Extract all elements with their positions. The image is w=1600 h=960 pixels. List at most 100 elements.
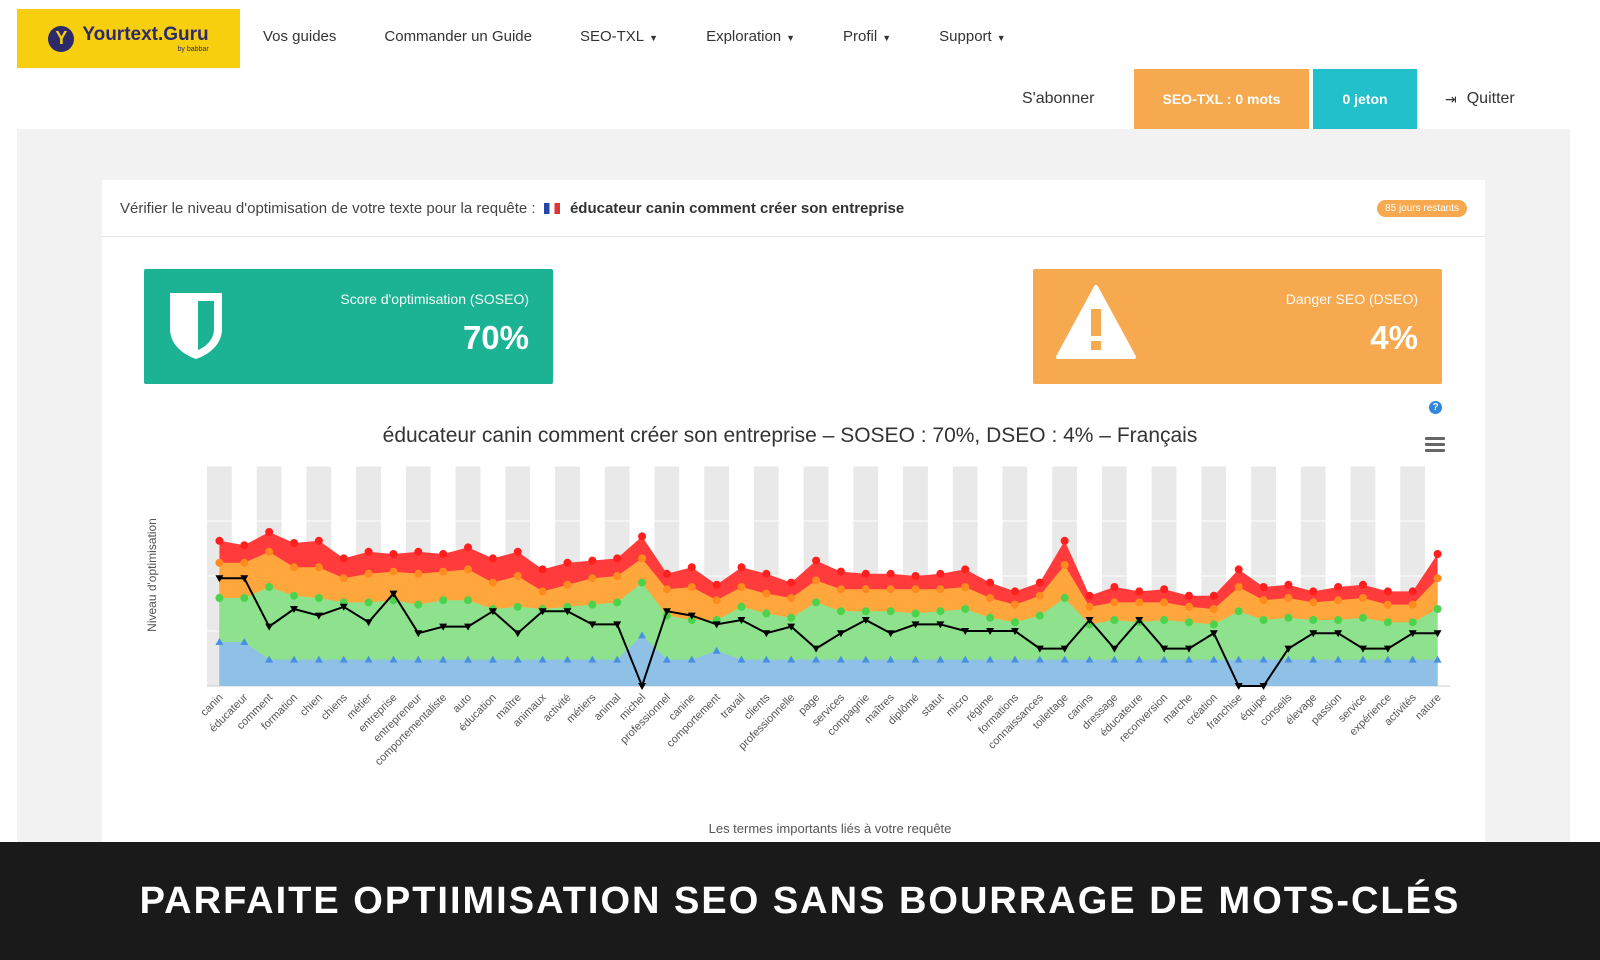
- chart-point: [389, 590, 398, 598]
- chart-point: [1035, 655, 1044, 663]
- chart-point: [1035, 578, 1044, 587]
- chart-point: [1358, 613, 1367, 622]
- chart-point: [1209, 655, 1218, 663]
- chart-point: [1284, 594, 1293, 602]
- soseo-label: Score d'optimisation (SOSEO): [340, 291, 529, 307]
- chart-point: [290, 606, 299, 613]
- chart-point: [1259, 683, 1268, 690]
- chart-point: [439, 623, 448, 631]
- chart-point: [961, 605, 970, 613]
- chart-point: [986, 594, 995, 602]
- nav-exploration[interactable]: Exploration ▼: [706, 28, 796, 45]
- chart-point: [961, 655, 970, 663]
- dseo-card: Danger SEO (DSEO) 4%: [1033, 269, 1442, 384]
- chart-point: [1010, 655, 1019, 663]
- chart-point: [1060, 645, 1069, 653]
- chart-point: [1334, 655, 1343, 663]
- chart-point: [1209, 630, 1218, 638]
- subscribe-link[interactable]: S'abonner: [1022, 90, 1095, 107]
- chart-point: [1433, 605, 1442, 613]
- nav-vos-guides[interactable]: Vos guides: [263, 28, 337, 45]
- chart-point: [886, 569, 895, 578]
- chart-point: [538, 655, 547, 663]
- logo-brand: Yourtext.Guru: [82, 23, 209, 45]
- chart-point: [836, 567, 845, 576]
- chart-point: [886, 607, 895, 616]
- chart-point: [787, 594, 796, 602]
- chart-point: [538, 608, 547, 616]
- chart-point: [886, 585, 895, 594]
- chart-point: [861, 617, 870, 624]
- chart-point: [240, 541, 249, 550]
- nav-profil[interactable]: Profil ▼: [843, 28, 892, 45]
- chart-point: [215, 594, 224, 602]
- chart-point: [364, 598, 373, 607]
- chart-point: [787, 655, 796, 663]
- chart-point: [439, 596, 448, 605]
- chart-point: [290, 539, 299, 547]
- chart-point: [638, 578, 647, 587]
- chart-point: [1184, 602, 1193, 611]
- chart-point: [662, 608, 671, 616]
- nav-commander-guide[interactable]: Commander un Guide: [384, 28, 532, 45]
- query-text: éducateur canin comment créer son entrep…: [569, 199, 905, 217]
- chart-point: [314, 655, 323, 663]
- chart-point: [1309, 655, 1318, 663]
- chart-point: [1358, 594, 1367, 602]
- chart-point: [1408, 587, 1417, 596]
- chart-point: [513, 547, 522, 556]
- quit-link[interactable]: ⇥ Quitter: [1445, 90, 1515, 107]
- chart-point: [1160, 645, 1169, 653]
- chart-point: [1110, 616, 1119, 624]
- chart-point: [1408, 655, 1417, 663]
- chart-point: [513, 655, 522, 663]
- dseo-value: 4%: [1370, 319, 1418, 356]
- chart-point: [737, 617, 746, 624]
- seo-txl-words-button[interactable]: SEO-TXL : 0 mots: [1134, 69, 1309, 129]
- nav-seo-txl[interactable]: SEO-TXL ▼: [579, 28, 659, 45]
- chart-point: [1433, 574, 1442, 583]
- chart-point: [1010, 600, 1019, 609]
- chart-point: [339, 655, 348, 663]
- chart-point: [488, 608, 497, 616]
- chart-point: [464, 623, 473, 631]
- chart-point: [215, 638, 224, 645]
- chart-point: [1309, 598, 1318, 607]
- chart-point: [1334, 630, 1343, 638]
- chart-point: [1234, 565, 1243, 574]
- chart-point: [1085, 602, 1094, 611]
- chart-point: [464, 565, 473, 574]
- chart-point: [787, 623, 796, 631]
- nav-support[interactable]: Support ▼: [939, 28, 1006, 45]
- chart-menu-icon[interactable]: [1425, 437, 1445, 453]
- chart-point: [662, 585, 671, 594]
- chart-point: [762, 655, 771, 663]
- jeton-button[interactable]: 0 jeton: [1313, 69, 1417, 129]
- chart-point: [1433, 550, 1442, 558]
- chart-point: [513, 630, 522, 638]
- chart-x-axis-label: Les termes importants liés à votre requê…: [709, 821, 952, 836]
- logo[interactable]: Y Yourtext.Guru by babbar: [17, 9, 240, 68]
- chart-point: [588, 556, 597, 565]
- chart-point: [986, 578, 995, 587]
- chevron-down-icon: ▼: [882, 33, 892, 43]
- warning-icon: [1056, 285, 1136, 359]
- chart-point: [1433, 655, 1442, 663]
- chart-point: [513, 572, 522, 580]
- chart-tick-label: travail: [718, 692, 747, 721]
- chart-point: [240, 594, 249, 602]
- chart-point: [861, 655, 870, 663]
- chart-point: [1259, 616, 1268, 624]
- chart-point: [787, 578, 796, 587]
- chart-point: [1358, 645, 1367, 653]
- chart-tick-label: statut: [919, 692, 947, 720]
- chart-point: [861, 607, 870, 616]
- chart-point: [1135, 617, 1144, 624]
- chart-point: [563, 608, 572, 616]
- chart-point: [215, 536, 224, 545]
- help-icon[interactable]: ?: [1429, 401, 1442, 414]
- chart-point: [1334, 616, 1343, 624]
- chart-point: [1085, 655, 1094, 663]
- chart-point: [215, 575, 224, 583]
- chart-point: [488, 655, 497, 663]
